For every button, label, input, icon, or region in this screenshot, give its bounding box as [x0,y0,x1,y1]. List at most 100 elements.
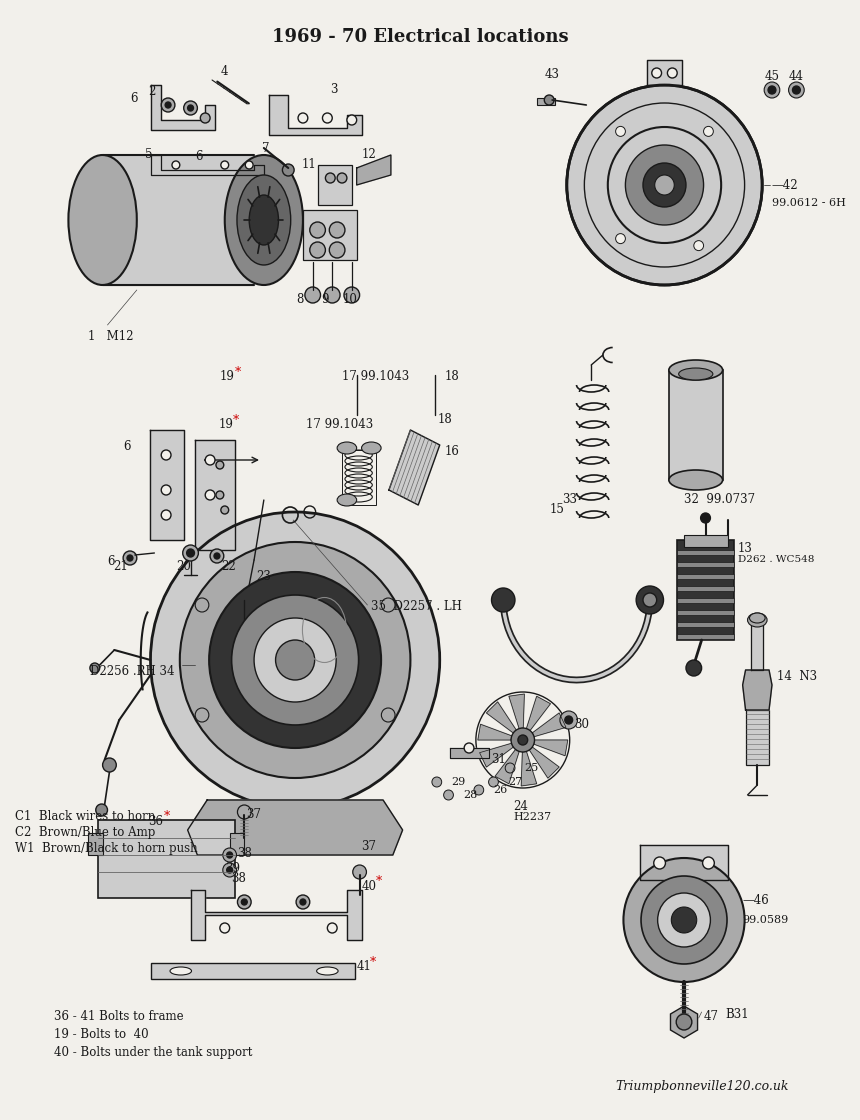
Circle shape [300,899,306,905]
Text: 31: 31 [492,753,507,766]
Circle shape [223,848,237,862]
Text: 20: 20 [176,560,191,573]
Text: 37: 37 [361,840,377,853]
Circle shape [184,101,198,115]
Ellipse shape [69,155,137,284]
Circle shape [518,735,528,745]
Circle shape [624,858,745,982]
Polygon shape [532,713,566,737]
Polygon shape [357,155,391,185]
Polygon shape [268,95,361,136]
Text: 44: 44 [789,71,804,83]
Polygon shape [450,748,488,758]
Text: *: * [370,956,376,969]
Text: 16: 16 [445,445,459,458]
Circle shape [488,777,498,787]
Circle shape [643,164,686,207]
Ellipse shape [750,613,765,623]
Circle shape [703,857,715,869]
Text: 23: 23 [256,570,271,584]
Bar [677,540,734,640]
Circle shape [344,287,359,304]
Circle shape [210,549,224,563]
Circle shape [245,161,253,169]
Circle shape [616,234,625,244]
Ellipse shape [337,442,357,454]
Bar [677,634,734,640]
Polygon shape [150,430,184,540]
Circle shape [328,923,337,933]
Ellipse shape [679,368,713,380]
Text: 22: 22 [221,560,236,573]
Polygon shape [752,620,763,670]
Text: 7: 7 [262,142,269,155]
Circle shape [654,857,666,869]
Text: 17 99.1043: 17 99.1043 [306,418,373,431]
Text: H2237: H2237 [513,812,551,822]
Text: 37: 37 [246,808,261,821]
Ellipse shape [337,494,357,506]
Circle shape [296,895,310,909]
Circle shape [768,86,776,94]
Ellipse shape [747,613,767,627]
Polygon shape [495,749,519,784]
Circle shape [220,923,230,933]
Text: 4: 4 [221,65,229,78]
Circle shape [636,586,664,614]
Circle shape [667,68,677,78]
Text: 13: 13 [738,542,752,556]
Circle shape [658,893,710,948]
Polygon shape [478,725,512,740]
Circle shape [123,551,137,564]
Circle shape [237,805,251,819]
Circle shape [337,172,347,183]
Text: 14  N3: 14 N3 [777,670,817,683]
Text: C2  Brown/Blue to Amp: C2 Brown/Blue to Amp [15,827,155,839]
Circle shape [150,512,439,808]
Circle shape [793,86,801,94]
Circle shape [102,758,116,772]
Circle shape [95,804,108,816]
Bar [677,610,734,615]
Circle shape [654,175,674,195]
Polygon shape [187,800,402,855]
Circle shape [195,598,209,612]
Polygon shape [389,430,439,505]
Bar [669,370,723,480]
Text: 29: 29 [452,777,466,787]
Polygon shape [509,694,525,729]
Text: 19: 19 [220,370,235,383]
Circle shape [476,692,569,788]
Circle shape [90,663,100,673]
Text: 8: 8 [297,293,304,306]
Circle shape [652,68,661,78]
Circle shape [322,113,332,123]
Circle shape [165,102,171,108]
Ellipse shape [170,967,192,976]
Polygon shape [487,702,516,732]
Circle shape [221,506,229,514]
Polygon shape [534,740,568,756]
Text: 39: 39 [224,862,240,875]
Circle shape [641,876,727,964]
Ellipse shape [669,360,722,380]
Text: 3: 3 [330,83,338,96]
Circle shape [444,790,453,800]
Text: 18: 18 [438,413,452,426]
Text: W1  Brown/Black to horn push: W1 Brown/Black to horn push [15,842,197,855]
Circle shape [172,161,180,169]
Text: 41: 41 [357,960,372,973]
Circle shape [242,899,247,905]
Circle shape [127,556,133,561]
Circle shape [560,711,578,729]
Circle shape [254,618,336,702]
Text: 45: 45 [765,71,779,83]
Circle shape [694,241,703,251]
Bar [303,211,357,260]
Text: Triumpbonneville120.co.uk: Triumpbonneville120.co.uk [616,1080,789,1093]
Polygon shape [480,744,513,767]
Polygon shape [647,60,682,85]
Text: 6: 6 [108,556,115,568]
Circle shape [206,491,215,500]
Bar [746,710,769,765]
